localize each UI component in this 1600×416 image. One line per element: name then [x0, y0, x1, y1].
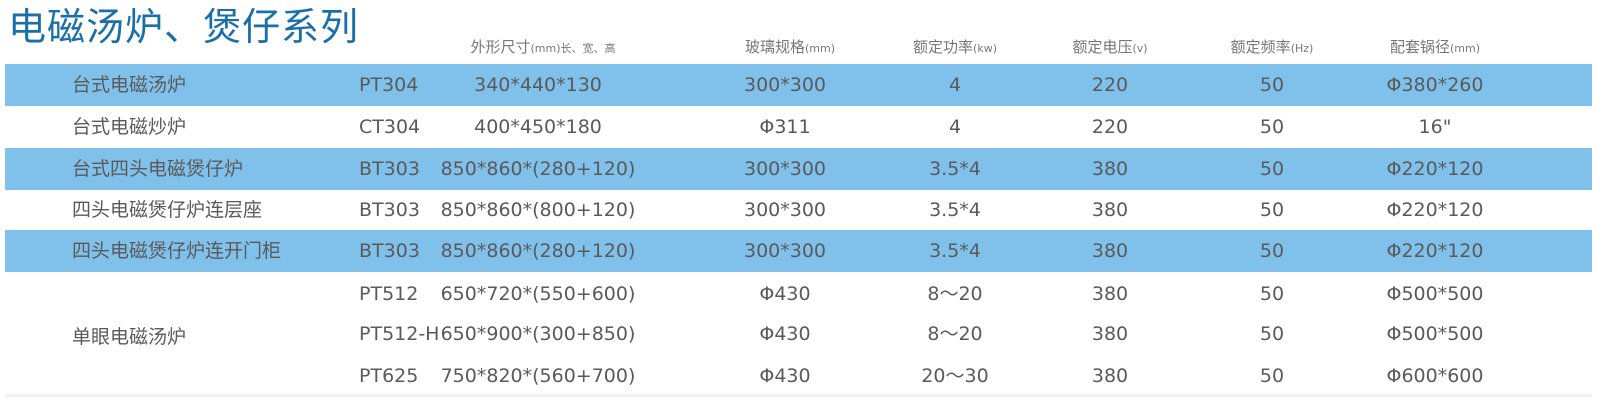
cell-model: PT304 — [359, 74, 419, 96]
table-row: 四头电磁煲仔炉连层座 BT303 850*860*(800+120) 300*300 3… — [5, 189, 1592, 231]
cell-freq: 50 — [1259, 199, 1285, 221]
cell-name: 四头电磁煲仔炉连开门柜 — [72, 240, 282, 262]
cell-glass: 300*300 — [743, 158, 827, 180]
cell-size: 850*860*(280+120) — [440, 158, 636, 180]
cell-pot: Φ500*500 — [1386, 323, 1484, 345]
cell-glass: 300*300 — [743, 240, 827, 262]
cell-size: 650*720*(550+600) — [440, 283, 636, 305]
cell-voltage: 380 — [1091, 283, 1129, 305]
table-row: 台式电磁汤炉 PT304 340*440*130 300*300 4 220 50 Φ380*… — [5, 64, 1592, 106]
cell-freq: 50 — [1259, 240, 1285, 262]
cell-pot: Φ600*600 — [1386, 365, 1484, 387]
cell-voltage: 220 — [1091, 74, 1129, 96]
cell-size: 400*450*180 — [474, 116, 602, 138]
cell-size: 850*860*(800+120) — [440, 199, 636, 221]
cell-freq: 50 — [1259, 283, 1285, 305]
cell-size: 650*900*(300+850) — [440, 323, 636, 345]
cell-name: 台式电磁汤炉 — [72, 74, 187, 96]
cell-pot: Φ220*120 — [1386, 240, 1484, 262]
cell-freq: 50 — [1259, 116, 1285, 138]
table-bottom-rule — [5, 394, 1592, 397]
cell-power: 4 — [948, 74, 962, 96]
cell-power: 8～20 — [927, 323, 983, 345]
table-row: PT512-H 650*900*(300+850) Φ430 8～20 380 50 Φ50… — [5, 313, 1592, 355]
cell-pot: Φ380*260 — [1386, 74, 1484, 96]
cell-model: CT304 — [359, 116, 421, 138]
cell-freq: 50 — [1259, 323, 1285, 345]
cell-voltage: 220 — [1091, 116, 1129, 138]
table-row: PT625 750*820*(560+700) Φ430 20～30 380 50 Φ600… — [5, 355, 1592, 397]
page-title: 电磁汤炉、煲仔系列 — [8, 5, 360, 49]
cell-name: 四头电磁煲仔炉连层座 — [72, 199, 263, 221]
cell-pot: 16" — [1418, 116, 1452, 138]
header-size: 外形尺寸(mm)长、宽、高 — [470, 38, 616, 56]
header-power: 额定功率(kw) — [913, 38, 997, 56]
cell-glass: 300*300 — [743, 74, 827, 96]
cell-model: PT512 — [359, 283, 419, 305]
cell-glass: Φ430 — [759, 365, 811, 387]
cell-model: PT625 — [359, 365, 419, 387]
cell-freq: 50 — [1259, 365, 1285, 387]
cell-power: 3.5*4 — [929, 240, 981, 262]
cell-glass: Φ430 — [759, 283, 811, 305]
cell-power: 4 — [948, 116, 962, 138]
header-glass: 玻璃规格(mm) — [744, 38, 836, 56]
group-name: 单眼电磁汤炉 — [72, 326, 187, 348]
cell-voltage: 380 — [1091, 365, 1129, 387]
cell-model: BT303 — [359, 158, 420, 180]
cell-voltage: 380 — [1091, 158, 1129, 180]
cell-power: 8～20 — [927, 283, 983, 305]
cell-size: 850*860*(280+120) — [440, 240, 636, 262]
cell-name: 台式四头电磁煲仔炉 — [72, 158, 244, 180]
cell-pot: Φ500*500 — [1386, 283, 1484, 305]
table-row: 台式电磁炒炉 CT304 400*450*180 Φ311 4 220 50 16" — [5, 106, 1592, 148]
cell-model: PT512-H — [359, 323, 440, 345]
table-row: 四头电磁煲仔炉连开门柜 BT303 850*860*(280+120) 300*300… — [5, 230, 1592, 272]
header-pot-size: 配套锅径(mm) — [1389, 38, 1481, 56]
cell-name: 台式电磁炒炉 — [72, 116, 187, 138]
table-row: PT512 650*720*(550+600) Φ430 8～20 380 50 Φ500*… — [5, 273, 1592, 315]
cell-voltage: 380 — [1091, 199, 1129, 221]
cell-glass: Φ430 — [759, 323, 811, 345]
cell-power: 3.5*4 — [929, 199, 981, 221]
cell-size: 750*820*(560+700) — [440, 365, 636, 387]
table-row: 台式四头电磁煲仔炉 BT303 850*860*(280+120) 300*300 3.… — [5, 148, 1592, 190]
header-voltage: 额定电压(v) — [1072, 38, 1148, 56]
cell-glass: 300*300 — [743, 199, 827, 221]
cell-voltage: 380 — [1091, 323, 1129, 345]
cell-power: 3.5*4 — [929, 158, 981, 180]
cell-power: 20～30 — [921, 365, 989, 387]
cell-size: 340*440*130 — [474, 74, 602, 96]
header-frequency: 额定频率(Hz) — [1230, 38, 1314, 56]
cell-voltage: 380 — [1091, 240, 1129, 262]
cell-model: BT303 — [359, 199, 420, 221]
cell-glass: Φ311 — [759, 116, 811, 138]
cell-pot: Φ220*120 — [1386, 199, 1484, 221]
cell-freq: 50 — [1259, 158, 1285, 180]
cell-pot: Φ220*120 — [1386, 158, 1484, 180]
cell-freq: 50 — [1259, 74, 1285, 96]
cell-model: BT303 — [359, 240, 420, 262]
